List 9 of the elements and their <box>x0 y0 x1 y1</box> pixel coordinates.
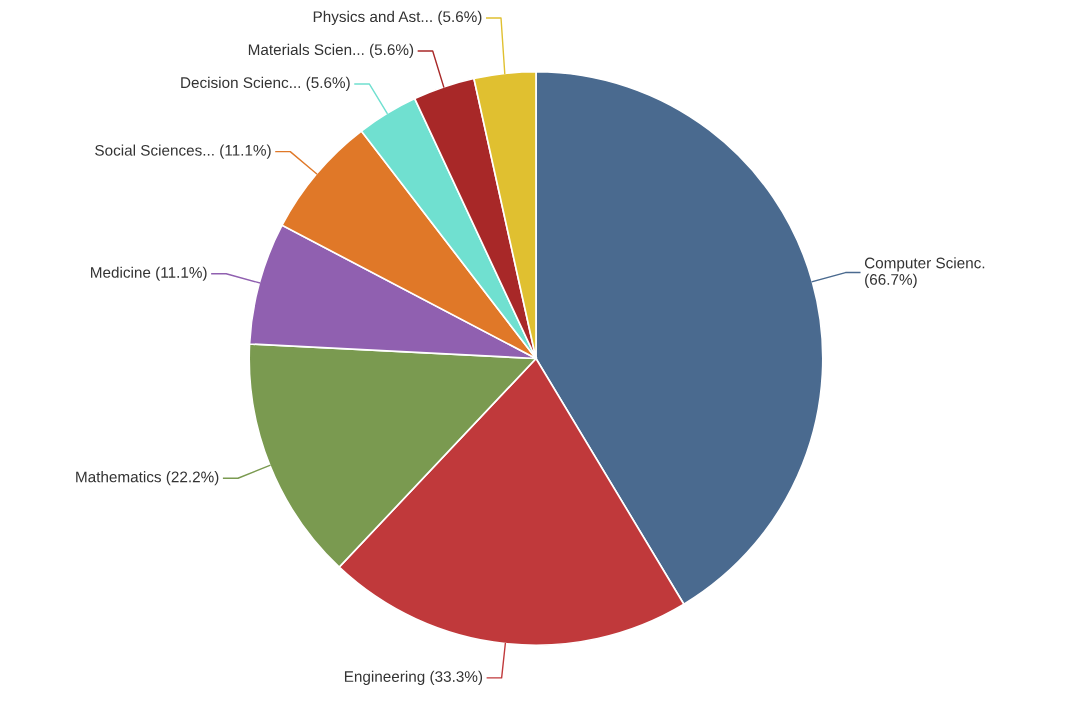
slice-label: Materials Scien... (5.6%) <box>248 43 414 59</box>
slice-label: Social Sciences... (11.1%) <box>95 144 271 159</box>
slice-label: Decision Scienc... (5.6%) <box>181 76 350 92</box>
slice-label: Computer Scienc. <box>864 257 985 272</box>
slice-label: Mathematics (22.2%) <box>76 471 219 486</box>
slice-label: Physics and Ast... (5.6%) <box>313 10 482 26</box>
slice-label: Engineering (33.3%) <box>344 670 483 685</box>
data-label: (66.7%) <box>865 273 917 288</box>
slice-label: Medicine (11.1%) <box>91 266 207 281</box>
